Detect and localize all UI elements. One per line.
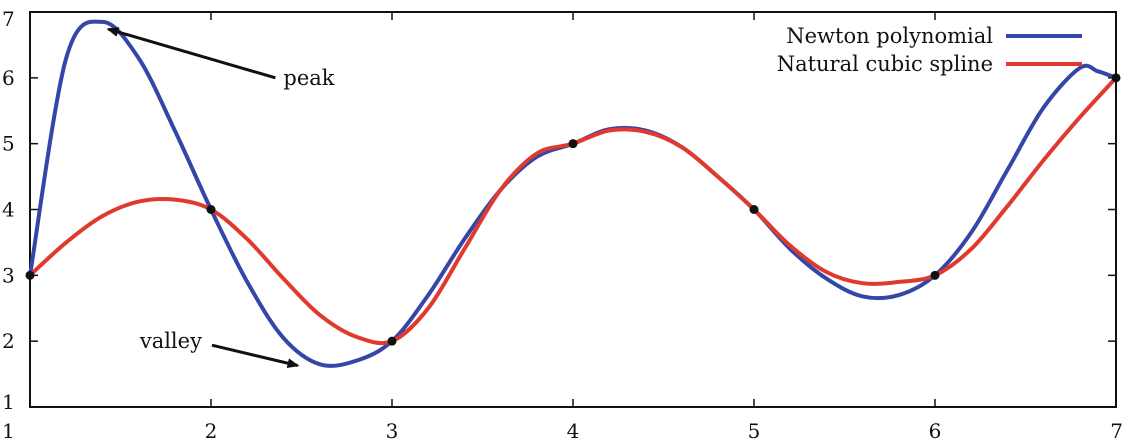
y-tick-label: 7 xyxy=(2,7,15,31)
y-tick-label: 2 xyxy=(2,329,15,353)
x-tick-label: 7 xyxy=(1110,419,1123,442)
x-tick-label: 6 xyxy=(929,419,942,442)
y-tick-label: 6 xyxy=(2,66,15,90)
legend-label-natural-cubic-spline: Natural cubic spline xyxy=(777,52,993,76)
y-tick-label: 4 xyxy=(2,198,15,222)
data-point xyxy=(749,205,759,214)
data-point xyxy=(568,139,578,149)
y-tick-label: 5 xyxy=(2,132,15,156)
annotation-valley-label: valley xyxy=(139,329,202,353)
x-tick-label: 1 xyxy=(2,419,15,442)
annotation-peak-label: peak xyxy=(283,66,334,90)
x-tick-label: 5 xyxy=(748,419,761,442)
y-tick-label: 1 xyxy=(2,390,15,414)
series-line-natural-cubic-spline xyxy=(28,75,1118,346)
y-tick-label: 3 xyxy=(2,263,15,287)
x-tick-label: 3 xyxy=(386,419,399,442)
data-point xyxy=(1111,73,1121,83)
data-point xyxy=(25,270,35,280)
legend-label-newton-polynomial: Newton polynomial xyxy=(786,24,993,48)
legend: Newton polynomial Natural cubic spline xyxy=(777,24,1082,76)
x-tick-label: 2 xyxy=(205,419,218,442)
data-point xyxy=(930,270,940,280)
data-point xyxy=(206,205,216,214)
data-point xyxy=(387,336,397,346)
x-tick-label: 4 xyxy=(567,419,580,442)
plot-area: 1 2 3 4 5 6 7 1 2 3 4 5 6 7 peak valley xyxy=(2,7,1123,442)
annotation-valley-arrow xyxy=(211,343,300,369)
annotation-peak-arrow xyxy=(106,27,276,80)
